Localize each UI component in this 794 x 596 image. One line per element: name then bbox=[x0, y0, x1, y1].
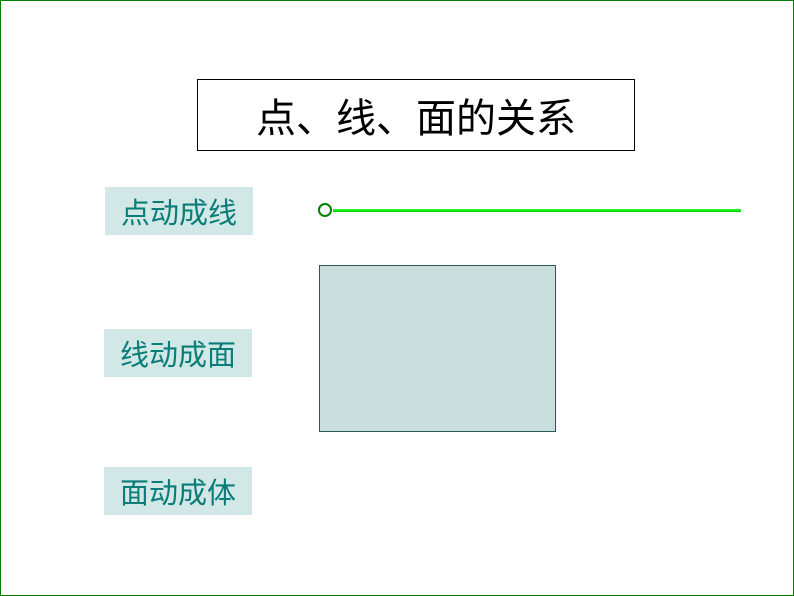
point-icon bbox=[318, 203, 332, 217]
label-line-to-surface: 线动成面 bbox=[104, 329, 252, 377]
title-text: 点、线、面的关系 bbox=[256, 86, 576, 144]
label-point-to-line: 点动成线 bbox=[105, 187, 253, 235]
surface-rectangle bbox=[319, 265, 556, 432]
label-surface-to-solid: 面动成体 bbox=[104, 467, 252, 515]
label-text-0: 点动成线 bbox=[121, 190, 237, 232]
line-segment bbox=[333, 209, 741, 212]
title-box: 点、线、面的关系 bbox=[197, 79, 635, 151]
label-text-1: 线动成面 bbox=[120, 332, 236, 374]
label-text-2: 面动成体 bbox=[120, 470, 236, 512]
